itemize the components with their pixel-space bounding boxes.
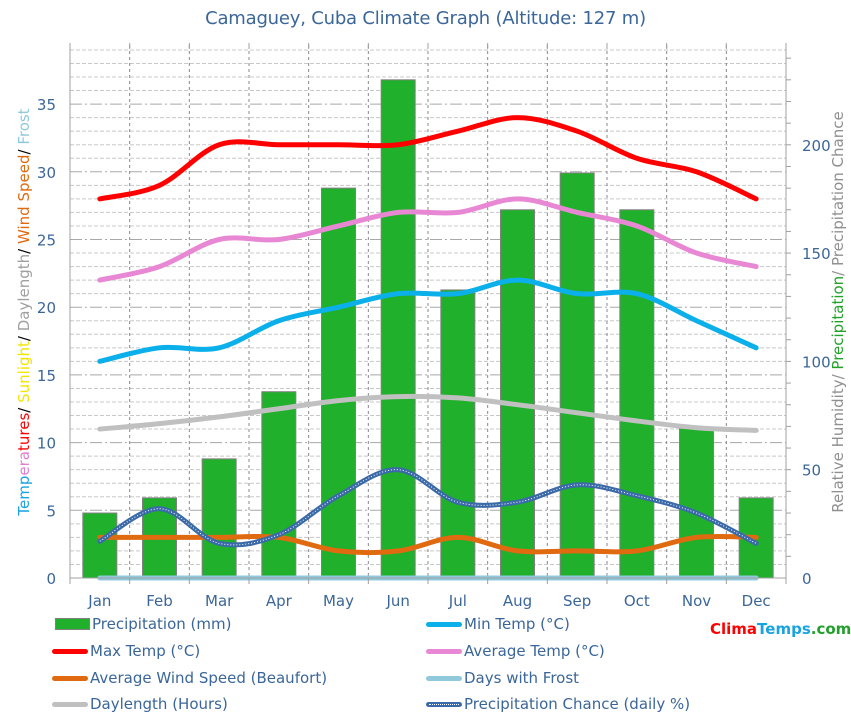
min-temp-line-icon [426, 621, 462, 627]
left-tick-label: 20 [37, 299, 56, 317]
legend-label: Daylength (Hours) [90, 695, 228, 713]
month-label: Jun [385, 592, 409, 610]
legend-item-average-temp[interactable]: Average Temp (°C) [426, 640, 605, 662]
axis-label-part: Wind Speed [15, 154, 33, 245]
max-temp-line-icon [52, 648, 88, 654]
axis-label-part: / [15, 144, 33, 155]
chart-title: Camaguey, Cuba Climate Graph (Altitude: … [205, 8, 646, 29]
axis-label-part: / [15, 402, 33, 413]
month-label: Feb [146, 592, 173, 610]
left-tick-label: 35 [37, 96, 56, 114]
axis-label-part: / [15, 244, 33, 254]
legend-label: Average Wind Speed (Beaufort) [90, 669, 328, 687]
climatemps-logo[interactable]: ClimaTemps.com [710, 620, 851, 638]
month-label: Nov [682, 592, 711, 610]
axis-label-part: Precipitation Chance [829, 111, 847, 266]
axis-label-part: Sunlight [15, 341, 33, 403]
precipitation-bar[interactable] [679, 428, 714, 579]
brand-part-temps: Temps [757, 620, 811, 638]
average-temp-line-icon [426, 648, 462, 654]
right-tick-label: 150 [802, 245, 831, 263]
month-label: Aug [503, 592, 532, 610]
precip-chance-dots [99, 469, 757, 546]
precipitation-bar[interactable] [82, 512, 118, 579]
precipitation-bar[interactable] [201, 458, 237, 579]
legend-item-wind-speed[interactable]: Average Wind Speed (Beaufort) [52, 667, 327, 689]
month-label: Sep [563, 592, 591, 610]
legend-item-precip-chance[interactable]: Precipitation Chance (daily %) [426, 693, 690, 715]
legend-label: Min Temp (°C) [464, 615, 570, 633]
brand-part-clima: Clima [710, 620, 758, 638]
wind-speed-line-icon [52, 675, 88, 681]
month-label: Jan [87, 592, 111, 610]
legend-label: Average Temp (°C) [464, 642, 605, 660]
left-tick-label: 10 [37, 435, 56, 453]
month-label: Mar [205, 592, 234, 610]
month-label: Oct [624, 592, 650, 610]
legend-item-min-temp[interactable]: Min Temp (°C) [426, 613, 570, 635]
precipitation-bar[interactable] [559, 172, 595, 579]
legend-item-frost[interactable]: Days with Frost [426, 667, 579, 689]
axis-label-part: / [15, 331, 33, 342]
precipitation-bar[interactable] [619, 209, 655, 579]
frost-line-icon [426, 675, 462, 681]
legend-item-precipitation[interactable]: Precipitation (mm) [54, 613, 231, 635]
precip-chance-dotted-line-icon [426, 701, 462, 707]
axis-label-part: Frost [15, 108, 33, 145]
precipitation-bar[interactable] [380, 79, 416, 579]
legend-item-daylength[interactable]: Daylength (Hours) [52, 693, 228, 715]
average-temp-line[interactable] [97, 196, 759, 283]
month-label: May [323, 592, 354, 610]
left-tick-label: 5 [46, 502, 56, 520]
daylength-line[interactable] [97, 393, 759, 433]
legend-label: Days with Frost [464, 669, 580, 687]
right-axis-label: Relative Humidity/ Precipitation/ Precip… [829, 111, 847, 512]
left-tick-label: 25 [37, 232, 56, 250]
axis-label-part: Temperatures [15, 412, 33, 516]
right-tick-label: 50 [802, 462, 821, 480]
axis-label-part: / [829, 265, 847, 276]
left-axis-label: Temperatures/ Sunlight/ Daylength/ Wind … [15, 108, 33, 515]
month-label: Dec [742, 592, 771, 610]
legend-label: Precipitation Chance (daily %) [464, 695, 691, 713]
max-temp-line[interactable] [97, 115, 759, 202]
legend-label: Precipitation (mm) [92, 615, 232, 633]
wind-speed-line[interactable] [97, 533, 759, 556]
axis-label-part: / [829, 369, 847, 380]
legend-item-max-temp[interactable]: Max Temp (°C) [52, 640, 200, 662]
left-tick-label: 30 [37, 164, 56, 182]
axis-label-part: Daylength [15, 253, 33, 332]
legend-label: Max Temp (°C) [90, 642, 201, 660]
brand-part-com: .com [810, 620, 851, 638]
right-tick-label: 100 [802, 353, 831, 371]
precipitation-bar[interactable] [440, 289, 476, 579]
left-tick-label: 0 [46, 570, 56, 588]
axes: 0 5 10 15 20 25 30 35 0 50 100 150 200 Jan Feb Mar Apr Ma… [37, 43, 831, 610]
precipitation-bar[interactable] [261, 391, 297, 579]
month-label: Apr [266, 592, 293, 610]
precipitation-bar[interactable] [321, 187, 356, 579]
precipitation-swatch-icon [55, 618, 90, 630]
precipitation-bar[interactable] [500, 209, 535, 579]
month-label: Jul [448, 592, 467, 610]
precipitation-bars [82, 79, 774, 579]
right-tick-label: 200 [802, 137, 831, 155]
right-tick-label: 0 [802, 570, 812, 588]
daylength-line-icon [52, 701, 88, 707]
axis-label-part: Relative Humidity [829, 379, 847, 513]
min-temp-line[interactable] [97, 277, 759, 364]
legend: Precipitation (mm) Min Temp (°C) Max Tem… [0, 612, 851, 719]
left-tick-label: 15 [37, 367, 56, 385]
axis-label-part: Precipitation [829, 275, 847, 370]
